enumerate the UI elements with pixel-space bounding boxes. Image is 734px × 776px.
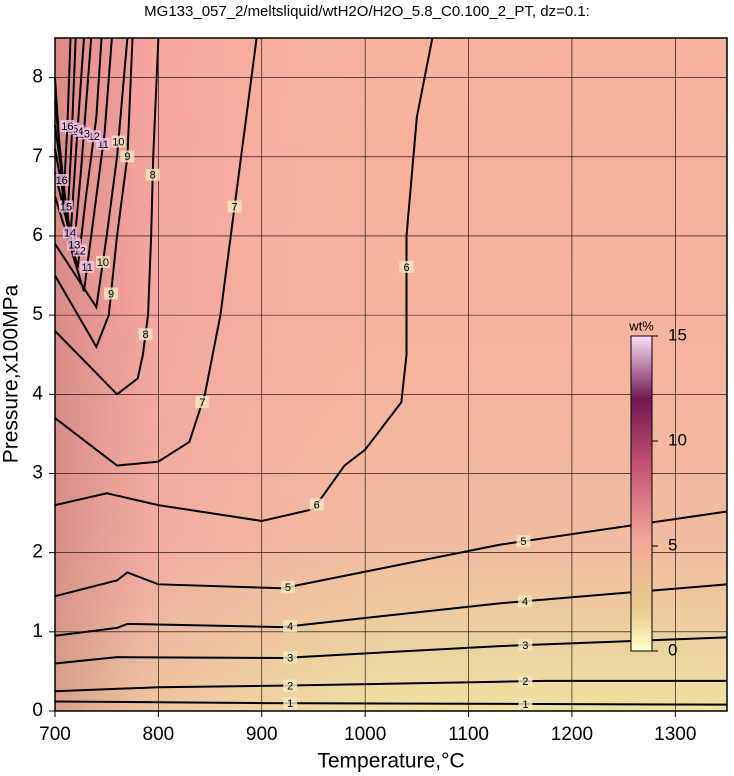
contour-label: 4	[522, 596, 528, 608]
contour-label: 9	[124, 151, 130, 163]
contour-label: 3	[287, 652, 293, 664]
x-axis-label: Temperature,°C	[317, 750, 464, 773]
x-tick-label: 800	[143, 724, 175, 745]
colorbar-tick-label: 10	[668, 430, 687, 449]
contour-line	[54, 37, 434, 522]
contour-label-bg	[138, 328, 153, 341]
colorbar-tick-label: 15	[668, 325, 687, 344]
contour-label: 6	[403, 262, 409, 274]
contour-label-bg	[67, 238, 82, 251]
contour-label: 1	[287, 698, 293, 710]
contour-label-bg	[60, 119, 75, 132]
contour-label-bg	[283, 620, 298, 633]
contour-label-bg	[518, 639, 533, 652]
contour-label: 10	[112, 137, 124, 149]
contour-label-bg	[95, 255, 110, 268]
contour-label-bg	[309, 498, 324, 511]
contour-label-bg	[518, 595, 533, 608]
contour-line	[54, 37, 72, 205]
y-tick-label: 1	[32, 621, 43, 642]
y-axis-label: Pressure,x100MPa	[0, 284, 23, 463]
colorbar-tick-label: 5	[668, 535, 677, 554]
contour-label: 15	[60, 201, 72, 213]
x-tick-label: 1100	[448, 724, 489, 745]
contour-label: 7	[232, 201, 238, 213]
x-tick-label: 900	[246, 724, 278, 745]
chart-title: MG133_057_2/meltsliquid/wtH2O/H2O_5.8_C0…	[144, 3, 590, 20]
contour-label-bg	[283, 651, 298, 664]
contour-label: 11	[97, 139, 108, 151]
contour-label: 5	[520, 536, 526, 548]
contour-line	[54, 510, 728, 598]
y-tick-label: 3	[32, 462, 43, 483]
contour-label: 7	[199, 397, 205, 409]
contour-label-bg	[120, 150, 135, 163]
contour-label: 11	[81, 262, 92, 274]
contour-label-bg	[145, 168, 160, 181]
contour-label: 2	[522, 676, 528, 688]
contour-line	[54, 583, 728, 637]
contour-label: 10	[97, 257, 109, 269]
contour-label: 3	[522, 640, 528, 652]
contour-label: 4	[287, 621, 293, 633]
contour-label-bg	[283, 697, 298, 710]
x-tick-label: 1300	[654, 724, 696, 745]
y-tick-label: 4	[32, 383, 43, 404]
plot-frame	[54, 37, 728, 712]
x-tick-label: 1000	[344, 724, 386, 745]
contour-label-bg	[63, 226, 78, 239]
plot-shading	[55, 38, 727, 711]
contour-label-bg	[516, 535, 531, 548]
contour-line	[54, 37, 258, 467]
y-tick-label: 8	[32, 67, 43, 88]
contour-label-bg	[111, 135, 126, 148]
contour-label-bg	[399, 260, 414, 273]
x-tick-label: 1200	[551, 724, 593, 745]
y-tick-label: 7	[32, 146, 43, 167]
contour-line	[54, 700, 728, 706]
contour-label-bg	[518, 675, 533, 688]
contour-label-bg	[195, 396, 210, 409]
contour-label-bg	[280, 581, 295, 594]
contour-label-bg	[54, 174, 69, 187]
contour-label: 1	[522, 699, 528, 711]
colorbar-tick-label: 0	[668, 640, 677, 659]
colorbar-label: wt%	[628, 318, 654, 333]
contour-label: 5	[285, 582, 291, 594]
contour-label-bg	[283, 679, 298, 692]
contour-line	[54, 37, 134, 350]
contour-line	[54, 679, 727, 693]
contour-label: 13	[68, 240, 80, 252]
y-tick-label: 2	[32, 542, 43, 563]
y-tick-label: 0	[32, 700, 43, 721]
contour-label: 16	[56, 175, 68, 187]
y-tick-label: 5	[32, 304, 43, 325]
colorbar	[630, 335, 653, 652]
contour-label: 6	[314, 499, 320, 511]
x-tick-label: 700	[39, 724, 71, 745]
contour-line	[54, 636, 728, 665]
contour-label: 9	[108, 288, 114, 300]
contour-label-bg	[104, 287, 119, 300]
contour-label: 2	[287, 680, 293, 692]
contour-label-bg	[518, 697, 533, 710]
y-tick-label: 6	[32, 225, 43, 246]
contour-label: 16	[61, 121, 73, 133]
contour-label: 8	[150, 170, 156, 182]
contour-label-bg	[80, 260, 95, 273]
contour-line	[54, 37, 113, 292]
contour-label-bg	[227, 200, 242, 213]
contour-label: 14	[64, 228, 76, 240]
contour-label: 8	[142, 329, 148, 341]
